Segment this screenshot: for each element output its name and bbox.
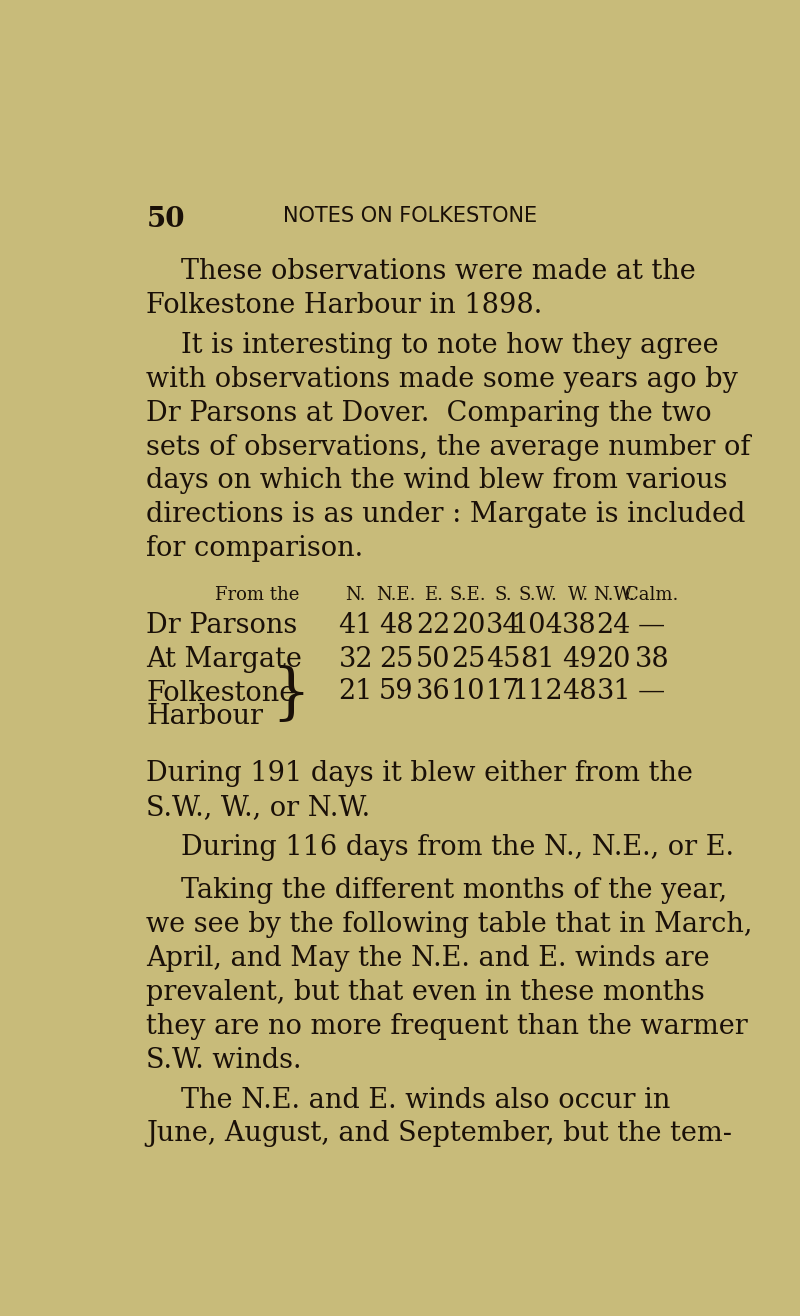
- Text: Folkestone: Folkestone: [146, 680, 296, 707]
- Text: 25: 25: [379, 646, 414, 672]
- Text: The N.E. and E. winds also occur in: The N.E. and E. winds also occur in: [182, 1087, 670, 1113]
- Text: we see by the following table that in March,: we see by the following table that in Ma…: [146, 911, 753, 938]
- Text: Folkestone Harbour in 1898.: Folkestone Harbour in 1898.: [146, 292, 542, 318]
- Text: S.E.: S.E.: [450, 586, 486, 604]
- Text: 81: 81: [521, 646, 555, 672]
- Text: NOTES ON FOLKESTONE: NOTES ON FOLKESTONE: [283, 205, 537, 225]
- Text: N.E.: N.E.: [376, 586, 416, 604]
- Text: 22: 22: [416, 612, 450, 640]
- Text: 17: 17: [486, 678, 520, 705]
- Text: 50: 50: [146, 205, 185, 233]
- Text: N.: N.: [346, 586, 366, 604]
- Text: 50: 50: [416, 646, 450, 672]
- Text: —: —: [638, 678, 666, 705]
- Text: they are no more frequent than the warmer: they are no more frequent than the warme…: [146, 1012, 748, 1040]
- Text: 59: 59: [378, 678, 414, 705]
- Text: N.W.: N.W.: [593, 586, 634, 604]
- Text: Harbour: Harbour: [146, 703, 263, 730]
- Text: 48: 48: [378, 612, 414, 640]
- Text: These observations were made at the: These observations were made at the: [182, 258, 696, 286]
- Text: During 116 days from the N., N.E., or E.: During 116 days from the N., N.E., or E.: [182, 834, 734, 861]
- Text: S.: S.: [494, 586, 512, 604]
- Text: 34: 34: [486, 612, 520, 640]
- Text: 24: 24: [597, 612, 631, 640]
- Text: prevalent, but that even in these months: prevalent, but that even in these months: [146, 979, 706, 1005]
- Text: 38: 38: [562, 612, 596, 640]
- Text: —: —: [638, 612, 666, 640]
- Text: 104: 104: [512, 612, 564, 640]
- Text: 10: 10: [451, 678, 486, 705]
- Text: It is interesting to note how they agree: It is interesting to note how they agree: [182, 332, 719, 359]
- Text: 20: 20: [597, 646, 631, 672]
- Text: Dr Parsons at Dover.  Comparing the two: Dr Parsons at Dover. Comparing the two: [146, 400, 712, 426]
- Text: June, August, and September, but the tem-: June, August, and September, but the tem…: [146, 1120, 733, 1148]
- Text: 21: 21: [338, 678, 373, 705]
- Text: with observations made some years ago by: with observations made some years ago by: [146, 366, 738, 392]
- Text: 49: 49: [562, 646, 596, 672]
- Text: S.W. winds.: S.W. winds.: [146, 1046, 302, 1074]
- Text: April, and May the N.E. and E. winds are: April, and May the N.E. and E. winds are: [146, 945, 710, 971]
- Text: 45: 45: [486, 646, 520, 672]
- Text: 32: 32: [338, 646, 373, 672]
- Text: During 191 days it blew either from the: During 191 days it blew either from the: [146, 761, 694, 787]
- Text: 36: 36: [416, 678, 450, 705]
- Text: days on which the wind blew from various: days on which the wind blew from various: [146, 467, 728, 495]
- Text: S.W.: S.W.: [518, 586, 558, 604]
- Text: Dr Parsons: Dr Parsons: [146, 612, 298, 640]
- Text: }: }: [271, 665, 310, 725]
- Text: Calm.: Calm.: [625, 586, 678, 604]
- Text: 41: 41: [338, 612, 373, 640]
- Text: for comparison.: for comparison.: [146, 536, 364, 562]
- Text: 48: 48: [562, 678, 596, 705]
- Text: From the: From the: [214, 586, 299, 604]
- Text: W.: W.: [568, 586, 590, 604]
- Text: Taking the different months of the year,: Taking the different months of the year,: [182, 876, 727, 904]
- Text: 38: 38: [634, 646, 669, 672]
- Text: 31: 31: [597, 678, 631, 705]
- Text: E.: E.: [424, 586, 442, 604]
- Text: 20: 20: [451, 612, 486, 640]
- Text: S.W., W., or N.W.: S.W., W., or N.W.: [146, 794, 370, 821]
- Text: At Margate: At Margate: [146, 646, 302, 672]
- Text: 25: 25: [451, 646, 486, 672]
- Text: directions is as under : Margate is included: directions is as under : Margate is incl…: [146, 501, 746, 528]
- Text: sets of observations, the average number of: sets of observations, the average number…: [146, 433, 751, 461]
- Text: 112: 112: [512, 678, 564, 705]
